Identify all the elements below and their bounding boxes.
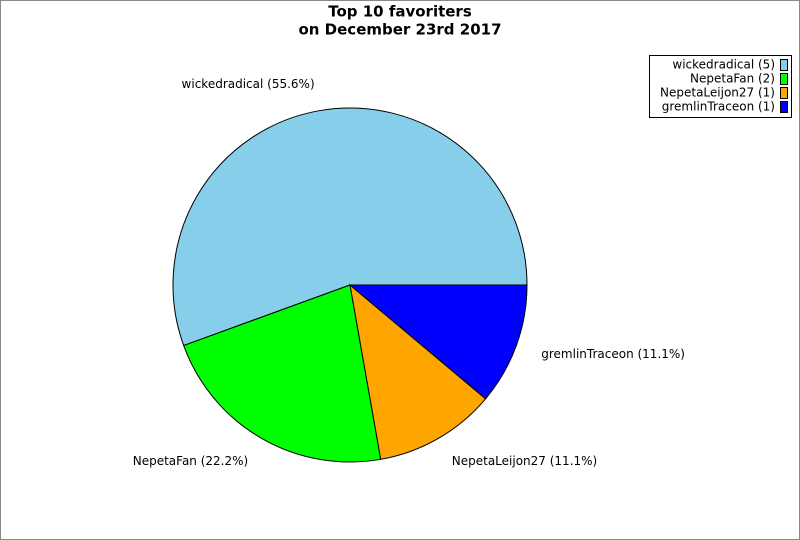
legend-swatch [780, 87, 788, 99]
chart-title: Top 10 favoriters [328, 3, 472, 21]
chart-title: on December 23rd 2017 [298, 21, 501, 39]
pie-slice [183, 284, 382, 463]
slice-label: NepetaFan (22.2%) [133, 454, 248, 468]
legend-label: wickedradical (5) [672, 58, 775, 72]
pie-slice [172, 107, 528, 347]
legend-swatch [780, 73, 788, 85]
slice-label: NepetaLeijon27 (11.1%) [452, 454, 597, 468]
pie-slice [349, 283, 487, 460]
pie-slice [348, 284, 528, 400]
legend-label: gremlinTraceon (1) [662, 100, 775, 114]
slice-label: wickedradical (55.6%) [182, 77, 315, 91]
slice-label: gremlinTraceon (11.1%) [541, 347, 685, 361]
legend-label: NepetaLeijon27 (1) [660, 86, 775, 100]
legend-label: NepetaFan (2) [690, 72, 775, 86]
legend-box [649, 55, 792, 118]
legend-swatch [780, 101, 788, 113]
legend-swatch [780, 59, 788, 71]
